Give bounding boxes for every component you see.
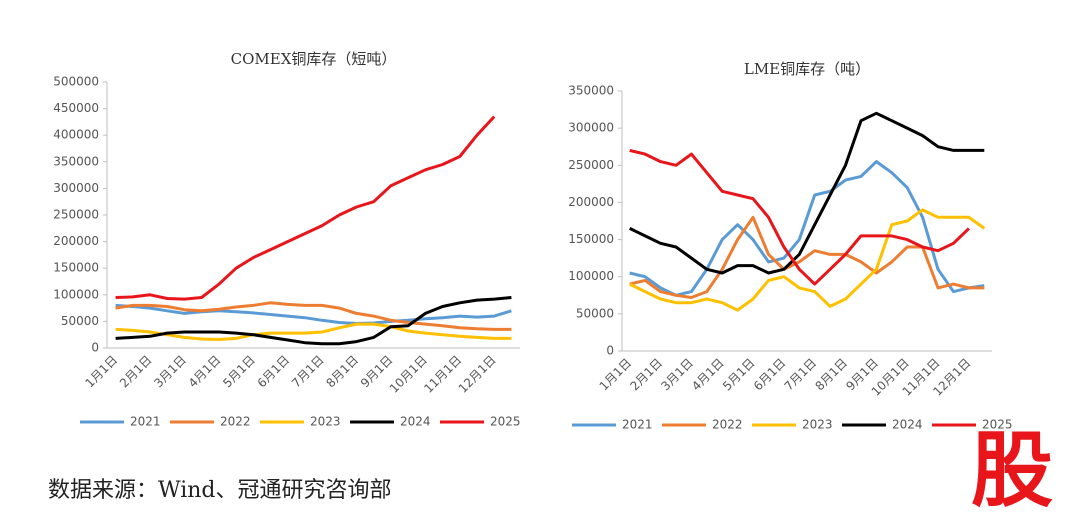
series-line: [115, 303, 512, 325]
y-tick-label: 350000: [53, 154, 99, 168]
series-line: [629, 160, 985, 297]
y-tick-label: 450000: [53, 101, 99, 115]
legend-label: 2024: [892, 418, 923, 432]
series-line: [629, 111, 985, 275]
legend-label: 2022: [220, 415, 251, 429]
series-line: [115, 301, 512, 331]
y-tick-label: 300000: [568, 121, 614, 135]
y-tick-label: 150000: [53, 261, 99, 275]
legend-label: 2024: [400, 415, 431, 429]
y-tick-label: 50000: [576, 306, 614, 320]
series-line: [115, 115, 496, 301]
series-line: [115, 322, 512, 341]
y-tick-label: 100000: [53, 287, 99, 301]
legend-label: 2023: [310, 415, 341, 429]
y-tick-label: 300000: [53, 181, 99, 195]
chart-title: LME铜库存（吨）: [744, 60, 870, 78]
logo: 股: [971, 423, 1053, 518]
series-line: [629, 148, 970, 286]
series-line: [115, 296, 512, 346]
legend-label: 2021: [130, 415, 161, 429]
legend-label: 2022: [712, 418, 743, 432]
legend-label: 2021: [622, 418, 653, 432]
y-tick-label: 350000: [568, 84, 614, 98]
legend-label: 2025: [490, 415, 521, 429]
y-tick-label: 50000: [61, 314, 99, 328]
series-line: [629, 208, 986, 312]
source-note: 数据来源：Wind、冠通研究咨询部: [48, 478, 392, 503]
y-tick-label: 0: [606, 344, 614, 358]
y-tick-label: 100000: [568, 269, 614, 283]
legend-label: 2023: [802, 418, 833, 432]
y-tick-label: 150000: [568, 232, 614, 246]
legend-label: 2025: [982, 418, 1013, 432]
y-tick-label: 250000: [53, 208, 99, 222]
y-tick-label: 200000: [568, 195, 614, 209]
y-tick-label: 200000: [53, 234, 99, 248]
y-tick-label: 500000: [53, 75, 99, 89]
y-tick-label: 0: [91, 341, 99, 355]
series-line: [629, 215, 985, 299]
y-tick-label: 250000: [568, 158, 614, 172]
y-tick-label: 400000: [53, 128, 99, 142]
chart-title: COMEX铜库存（短吨）: [231, 50, 397, 68]
